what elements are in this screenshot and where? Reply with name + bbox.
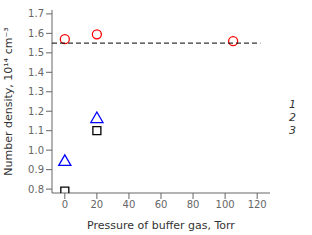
svg-text:0: 0 xyxy=(62,199,68,210)
svg-text:100: 100 xyxy=(216,199,235,210)
svg-text:1.6: 1.6 xyxy=(28,28,44,39)
svg-text:1.1: 1.1 xyxy=(28,125,44,136)
svg-text:1.7: 1.7 xyxy=(28,8,44,19)
svg-text:40: 40 xyxy=(123,199,136,210)
html-text:1: 1 xyxy=(289,98,296,111)
svg-text:1.3: 1.3 xyxy=(28,86,44,97)
svg-text:1.2: 1.2 xyxy=(28,106,44,117)
svg-text:20: 20 xyxy=(91,199,104,210)
svg-text:0.8: 0.8 xyxy=(28,184,44,195)
svg-text:120: 120 xyxy=(248,199,267,210)
svg-text:1.0: 1.0 xyxy=(28,145,44,156)
svg-text:Pressure of buffer gas, Torr: Pressure of buffer gas, Torr xyxy=(87,219,235,232)
svg-text:60: 60 xyxy=(155,199,168,210)
svg-text:Number density, 10¹⁴ cm⁻³: Number density, 10¹⁴ cm⁻³ xyxy=(8,27,15,175)
svg-text:80: 80 xyxy=(187,199,200,210)
html-text:3: 3 xyxy=(289,124,296,137)
svg-text:1.4: 1.4 xyxy=(28,67,44,78)
html-text:2: 2 xyxy=(289,111,296,124)
svg-text:0.9: 0.9 xyxy=(28,164,44,175)
svg-text:1.5: 1.5 xyxy=(28,47,44,58)
